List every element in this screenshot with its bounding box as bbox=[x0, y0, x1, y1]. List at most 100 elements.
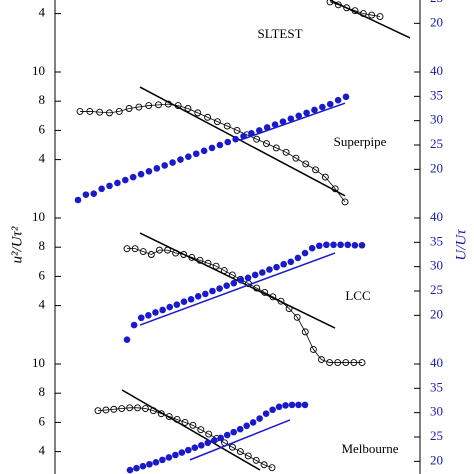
data-point bbox=[224, 138, 232, 146]
data-point bbox=[287, 258, 295, 266]
y2-tick-label: 25 bbox=[430, 0, 443, 5]
panel-label: LCC bbox=[345, 288, 370, 303]
data-point bbox=[155, 101, 162, 109]
data-point bbox=[159, 306, 166, 314]
data-point bbox=[139, 248, 147, 256]
data-point bbox=[152, 309, 159, 316]
data-point bbox=[295, 112, 303, 120]
data-point bbox=[102, 406, 110, 414]
data-point bbox=[341, 198, 349, 206]
data-point bbox=[216, 285, 223, 292]
data-point bbox=[123, 336, 131, 343]
data-point bbox=[130, 321, 138, 329]
y-tick-label: 6 bbox=[39, 413, 46, 428]
y2-tick-label: 40 bbox=[430, 355, 443, 370]
y-axis-label: u²/Uτ² bbox=[9, 226, 25, 263]
data-point bbox=[230, 279, 238, 287]
data-point bbox=[253, 135, 261, 143]
data-point bbox=[185, 153, 192, 160]
data-point bbox=[266, 266, 273, 273]
y2-tick-label: 30 bbox=[430, 258, 443, 273]
data-point bbox=[236, 425, 244, 433]
data-point bbox=[194, 293, 202, 300]
data-point bbox=[197, 441, 205, 449]
y-tick-label: 4 bbox=[39, 5, 46, 20]
data-point bbox=[302, 160, 310, 168]
data-point bbox=[244, 274, 252, 282]
data-point bbox=[273, 263, 280, 271]
data-point bbox=[293, 313, 301, 321]
data-point bbox=[204, 439, 212, 447]
data-point bbox=[145, 167, 153, 175]
data-point bbox=[229, 443, 236, 451]
data-point bbox=[135, 103, 143, 111]
data-point bbox=[288, 401, 296, 409]
data-point bbox=[343, 4, 351, 12]
data-point bbox=[155, 246, 163, 254]
panel-label: SLTEST bbox=[257, 26, 302, 41]
data-point bbox=[184, 105, 192, 112]
data-point bbox=[244, 452, 252, 460]
data-point bbox=[169, 159, 176, 166]
data-point bbox=[82, 191, 90, 198]
data-point bbox=[350, 359, 358, 366]
fit-line bbox=[121, 389, 261, 471]
data-point bbox=[233, 126, 241, 134]
data-point bbox=[180, 298, 188, 306]
data-point bbox=[209, 287, 216, 295]
y2-tick-label: 25 bbox=[430, 136, 443, 151]
y2-tick-label: 30 bbox=[430, 112, 443, 127]
data-point bbox=[303, 109, 310, 117]
data-point bbox=[134, 404, 141, 412]
data-point bbox=[114, 179, 121, 187]
data-point bbox=[326, 359, 334, 366]
data-point bbox=[126, 404, 134, 412]
data-point bbox=[271, 121, 279, 128]
data-point bbox=[294, 254, 302, 262]
fit-line bbox=[139, 232, 336, 329]
data-point bbox=[342, 359, 350, 366]
data-point bbox=[301, 249, 309, 257]
y-tick-label: 4 bbox=[39, 151, 46, 166]
data-point bbox=[326, 100, 334, 108]
data-point bbox=[223, 431, 231, 439]
data-point bbox=[133, 464, 140, 472]
data-point bbox=[311, 106, 318, 114]
data-point bbox=[76, 107, 84, 115]
data-point bbox=[106, 182, 113, 190]
data-point bbox=[208, 144, 216, 152]
y2-tick-label: 25 bbox=[430, 428, 443, 443]
data-point bbox=[256, 415, 263, 422]
data-point bbox=[342, 93, 350, 101]
data-point bbox=[121, 176, 129, 184]
data-point bbox=[337, 241, 344, 249]
data-point bbox=[252, 456, 260, 464]
data-point bbox=[275, 403, 283, 411]
data-point bbox=[223, 122, 231, 130]
data-point bbox=[178, 449, 186, 456]
data-point bbox=[309, 345, 317, 353]
data-point bbox=[243, 422, 250, 430]
data-point bbox=[152, 459, 160, 466]
data-point bbox=[259, 269, 266, 276]
data-point bbox=[126, 466, 134, 474]
data-point bbox=[213, 118, 221, 126]
data-point bbox=[217, 434, 225, 442]
data-point bbox=[159, 456, 166, 464]
y-tick-label: 4 bbox=[39, 443, 46, 458]
panel-label: Superpipe bbox=[334, 134, 387, 149]
data-point bbox=[90, 190, 98, 197]
fit-line bbox=[139, 86, 346, 197]
data-point bbox=[268, 464, 276, 472]
data-point bbox=[263, 140, 270, 147]
data-point bbox=[166, 303, 174, 311]
y2-tick-label: 20 bbox=[430, 14, 443, 29]
data-point bbox=[249, 419, 257, 426]
y2-tick-label: 20 bbox=[430, 160, 443, 175]
data-point bbox=[263, 124, 271, 131]
data-point bbox=[177, 156, 184, 163]
y2-tick-label: 25 bbox=[430, 282, 443, 297]
data-line bbox=[127, 248, 362, 363]
data-point bbox=[318, 356, 325, 364]
